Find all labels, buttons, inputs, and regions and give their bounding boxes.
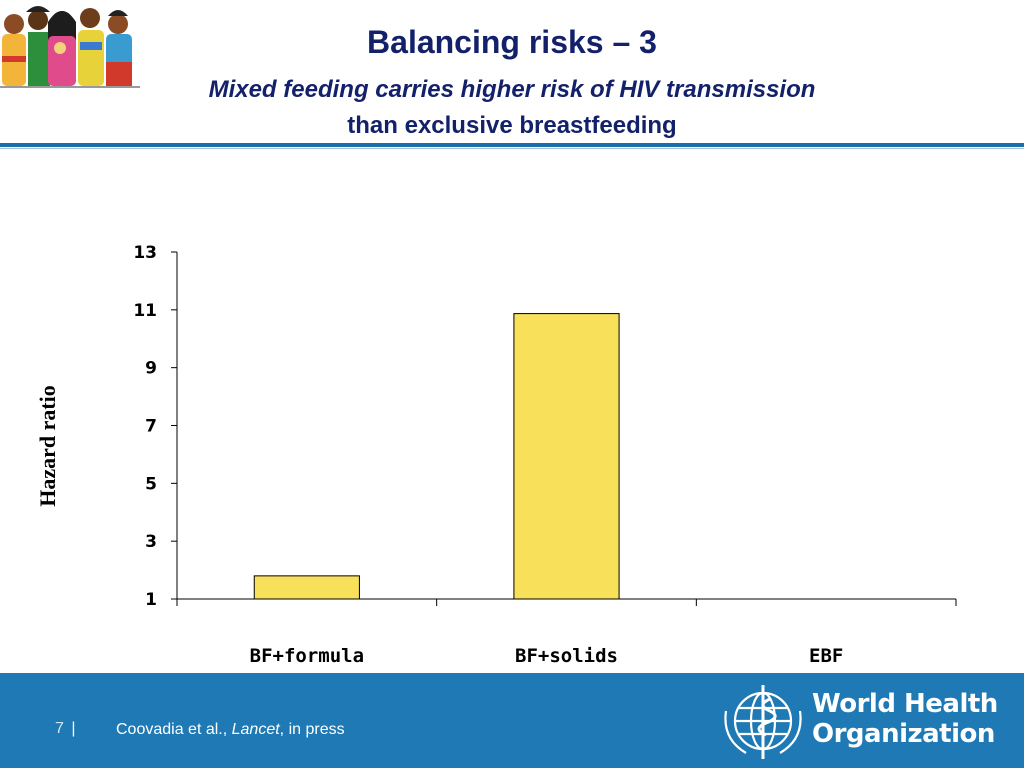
person-figure-5 — [106, 10, 132, 86]
bar-bf-solids — [513, 313, 620, 600]
header-divider — [0, 143, 1024, 147]
person-figure-4 — [78, 8, 104, 86]
who-wordmark-line-2: Organization — [812, 719, 995, 749]
y-tick-label: 11 — [133, 301, 157, 321]
who-emblem-icon — [724, 685, 802, 759]
slide-title: Balancing risks – 3 — [367, 24, 657, 60]
who-wordmark: World Health Organization — [812, 689, 998, 749]
citation-status: , in press — [279, 721, 345, 738]
slide-subtitle-line-1: Mixed feeding carries higher risk of HIV… — [208, 76, 816, 103]
person-figure-1 — [2, 14, 26, 86]
bar-bf-formula — [253, 575, 360, 600]
page-separator: | — [71, 720, 76, 737]
citation: Coovadia et al., Lancet, in press — [116, 721, 345, 739]
x-tick-label: BF+formula — [250, 645, 364, 667]
y-tick-label: 9 — [145, 359, 157, 379]
y-tick-label: 7 — [145, 417, 157, 437]
x-tick-label: EBF — [809, 645, 843, 667]
y-axis-label: Hazard ratio — [35, 385, 60, 507]
citation-authors: Coovadia et al., — [116, 721, 232, 738]
person-figure-3 — [48, 11, 76, 86]
page-number: 7 | — [55, 720, 76, 738]
who-wordmark-line-1: World Health — [812, 689, 998, 719]
people-illustration-icon — [0, 6, 140, 88]
citation-journal: Lancet — [231, 721, 280, 738]
y-tick-label: 3 — [145, 532, 157, 552]
y-tick-label: 1 — [145, 590, 157, 610]
header-divider-shadow — [0, 148, 1024, 149]
slide-header: Balancing risks – 3 Mixed feeding carrie… — [0, 0, 1024, 150]
page-number-value: 7 — [55, 720, 64, 737]
slide-subtitle-line-2: than exclusive breastfeeding — [347, 112, 677, 139]
y-tick-label: 13 — [133, 243, 157, 263]
y-tick-label: 5 — [145, 474, 157, 494]
x-tick-label: BF+solids — [515, 645, 618, 667]
slide-footer: 7 | Coovadia et al., Lancet, in press Wo… — [0, 673, 1024, 768]
person-figure-2 — [26, 6, 50, 86]
